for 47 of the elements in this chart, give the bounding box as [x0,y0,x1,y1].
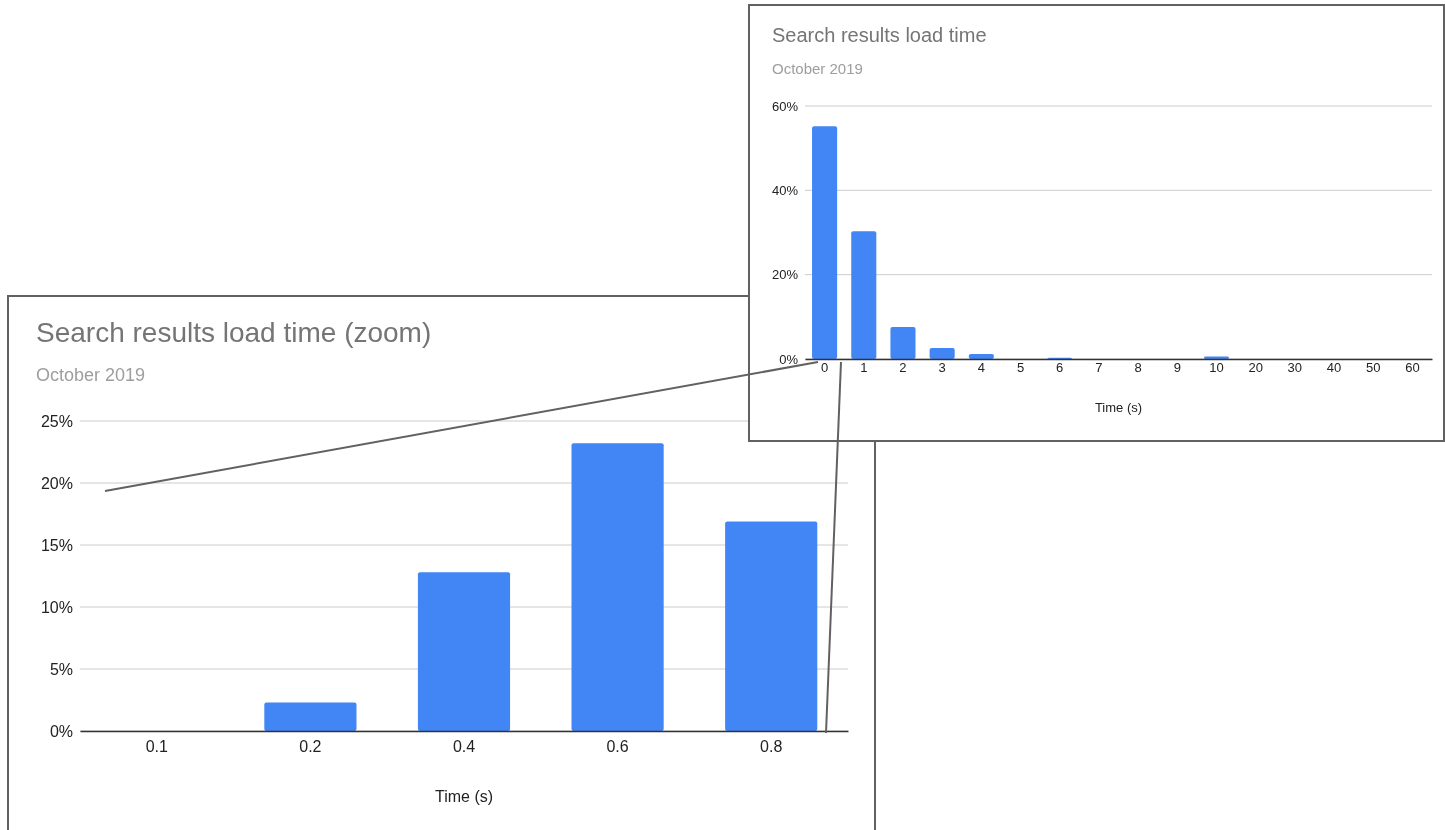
x-tick-label: 30 [1287,360,1303,375]
x-tick-label: 0 [820,360,829,375]
x-tick-label: 0.1 [145,738,169,755]
x-tick-label: 8 [1134,360,1142,375]
bar [1203,356,1230,359]
x-tick-label: 20 [1248,360,1263,375]
y-tick-label: 5% [49,660,73,678]
y-tick-label: 25% [40,412,73,430]
x-tick-label: 50 [1365,360,1381,375]
x-axis-title: Time (s) [434,788,494,805]
bar [264,702,357,731]
x-tick-label: 0.6 [606,738,629,755]
x-tick-label: 2 [899,360,907,375]
y-tick-label: 40% [771,182,799,198]
chart-title: Search results load time [772,24,987,46]
chart-title: Search results load time (zoom) [36,317,432,348]
x-tick-label: 0.4 [452,738,476,755]
x-tick-label: 3 [938,360,946,375]
x-tick-label: 1 [860,360,868,375]
chart-subtitle: October 2019 [36,365,146,385]
x-tick-label: 7 [1095,360,1103,375]
x-tick-label: 5 [1016,360,1025,375]
y-tick-label: 15% [40,536,73,554]
bar [851,231,877,359]
x-axis-title: Time (s) [1094,400,1143,415]
y-tick-label: 20% [40,474,73,492]
y-tick-label: 0% [49,722,73,740]
bar [890,326,916,359]
bar [417,572,511,731]
y-tick-label: 20% [771,267,799,283]
bar [968,353,994,359]
bar [929,348,955,359]
x-tick-label: 0.2 [299,738,322,755]
x-tick-label: 60 [1405,360,1420,375]
x-tick-label: 4 [977,360,985,375]
x-tick-label: 40 [1326,360,1342,375]
x-tick-label: 10 [1209,360,1224,375]
x-tick-label: 9 [1173,360,1181,375]
x-tick-label: 6 [1056,360,1064,375]
bar [812,126,838,359]
x-tick-label: 0.8 [760,738,783,755]
y-tick-label: 0% [779,351,799,367]
bar [571,443,664,731]
y-tick-label: 60% [771,98,799,114]
bar [725,521,818,731]
chart-subtitle: October 2019 [772,60,863,77]
y-tick-label: 10% [40,598,73,616]
